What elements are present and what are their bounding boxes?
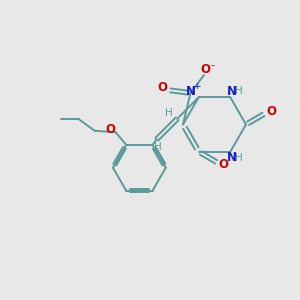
Text: O: O bbox=[266, 105, 276, 118]
Text: H: H bbox=[235, 153, 242, 163]
Text: N: N bbox=[227, 151, 237, 164]
Text: N: N bbox=[185, 85, 196, 98]
Text: H: H bbox=[235, 86, 242, 96]
Text: O: O bbox=[200, 63, 210, 76]
Text: H: H bbox=[165, 108, 172, 118]
Text: O: O bbox=[157, 80, 167, 94]
Text: -: - bbox=[210, 60, 214, 70]
Text: +: + bbox=[194, 82, 201, 91]
Text: N: N bbox=[227, 85, 237, 98]
Text: O: O bbox=[219, 158, 229, 171]
Text: O: O bbox=[105, 123, 115, 136]
Text: H: H bbox=[154, 142, 162, 152]
